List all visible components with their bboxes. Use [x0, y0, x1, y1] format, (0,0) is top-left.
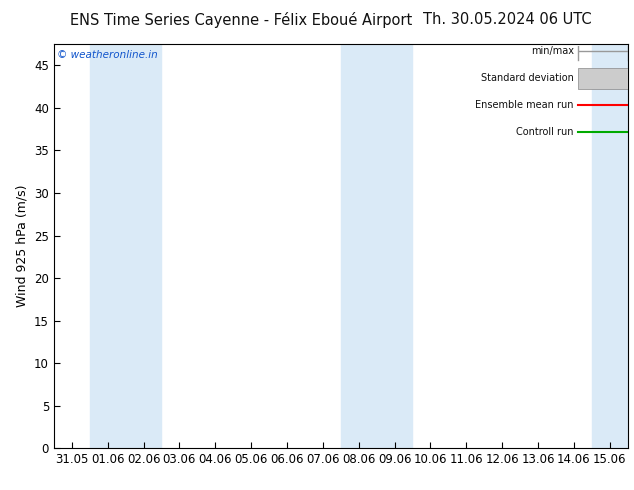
Text: ENS Time Series Cayenne - Félix Eboué Airport: ENS Time Series Cayenne - Félix Eboué Ai… [70, 12, 412, 28]
Y-axis label: Wind 925 hPa (m/s): Wind 925 hPa (m/s) [16, 185, 29, 308]
Text: © weatheronline.in: © weatheronline.in [57, 50, 157, 60]
Bar [341, 44, 413, 448]
Bar [592, 44, 628, 448]
Text: Th. 30.05.2024 06 UTC: Th. 30.05.2024 06 UTC [423, 12, 592, 27]
Bar [90, 44, 162, 448]
